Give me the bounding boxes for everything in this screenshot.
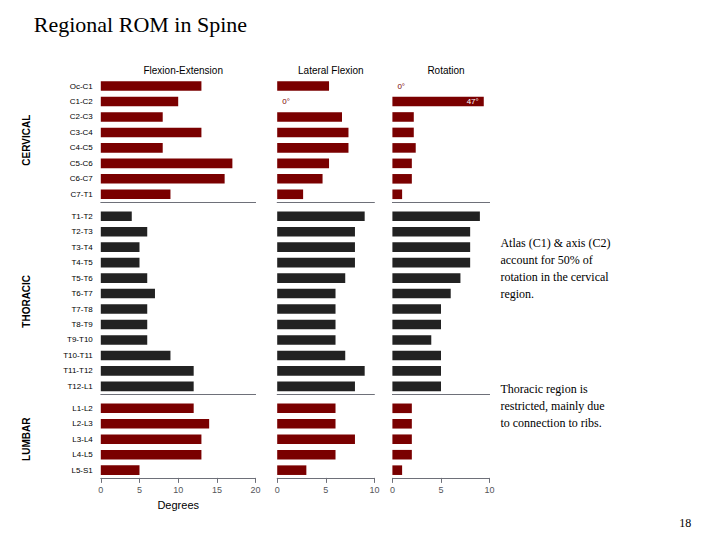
svg-text:0°: 0° bbox=[282, 97, 290, 106]
svg-text:rotation in the cervical: rotation in the cervical bbox=[500, 270, 609, 284]
svg-text:T11-T12: T11-T12 bbox=[63, 366, 93, 375]
svg-text:L1-L2: L1-L2 bbox=[72, 404, 93, 413]
svg-text:L5-S1: L5-S1 bbox=[71, 466, 93, 475]
svg-text:L2-L3: L2-L3 bbox=[72, 419, 93, 428]
svg-text:Flexion-Extension: Flexion-Extension bbox=[143, 65, 222, 76]
svg-text:0: 0 bbox=[390, 485, 395, 495]
svg-text:5: 5 bbox=[137, 485, 142, 495]
svg-text:Oc-C1: Oc-C1 bbox=[70, 82, 94, 91]
svg-text:18: 18 bbox=[679, 516, 691, 530]
svg-text:THORACIC: THORACIC bbox=[21, 275, 32, 328]
svg-text:Regional ROM in Spine: Regional ROM in Spine bbox=[34, 12, 247, 37]
svg-text:T3-T4: T3-T4 bbox=[71, 243, 93, 252]
svg-text:C7-T1: C7-T1 bbox=[71, 190, 94, 199]
svg-text:47°: 47° bbox=[467, 97, 479, 106]
svg-text:T6-T7: T6-T7 bbox=[71, 289, 93, 298]
svg-text:C4-C5: C4-C5 bbox=[70, 143, 94, 152]
svg-text:CERVICAL: CERVICAL bbox=[21, 115, 32, 166]
svg-text:15: 15 bbox=[212, 485, 222, 495]
svg-text:to connection to ribs.: to connection to ribs. bbox=[500, 416, 601, 430]
svg-text:C5-C6: C5-C6 bbox=[70, 159, 94, 168]
svg-text:C2-C3: C2-C3 bbox=[70, 112, 94, 121]
svg-text:L4-L5: L4-L5 bbox=[72, 450, 93, 459]
svg-text:Degrees: Degrees bbox=[157, 499, 199, 511]
svg-text:C6-C7: C6-C7 bbox=[70, 174, 94, 183]
svg-text:T10-T11: T10-T11 bbox=[63, 351, 93, 360]
svg-text:Thoracic region is: Thoracic region is bbox=[500, 382, 588, 396]
svg-text:10: 10 bbox=[369, 485, 379, 495]
svg-text:region.: region. bbox=[500, 287, 534, 301]
svg-text:T7-T8: T7-T8 bbox=[71, 305, 93, 314]
svg-text:account for 50% of: account for 50% of bbox=[500, 253, 592, 267]
svg-text:T5-T6: T5-T6 bbox=[71, 274, 93, 283]
svg-text:Rotation: Rotation bbox=[427, 65, 464, 76]
svg-text:10: 10 bbox=[173, 485, 183, 495]
svg-text:Lateral Flexion: Lateral Flexion bbox=[298, 65, 364, 76]
svg-text:20: 20 bbox=[251, 485, 261, 495]
svg-text:10: 10 bbox=[485, 485, 495, 495]
svg-text:L3-L4: L3-L4 bbox=[72, 435, 93, 444]
svg-text:T8-T9: T8-T9 bbox=[71, 320, 93, 329]
svg-text:5: 5 bbox=[323, 485, 328, 495]
svg-text:T12-L1: T12-L1 bbox=[67, 382, 93, 391]
svg-text:C3-C4: C3-C4 bbox=[70, 128, 94, 137]
svg-text:T9-T10: T9-T10 bbox=[67, 335, 93, 344]
svg-text:C1-C2: C1-C2 bbox=[70, 97, 94, 106]
svg-text:T4-T5: T4-T5 bbox=[71, 258, 93, 267]
svg-text:restricted, mainly due: restricted, mainly due bbox=[500, 399, 604, 413]
svg-text:0: 0 bbox=[98, 485, 103, 495]
svg-text:Atlas (C1) & axis (C2): Atlas (C1) & axis (C2) bbox=[500, 236, 610, 250]
svg-text:0°: 0° bbox=[397, 82, 405, 91]
svg-text:0: 0 bbox=[275, 485, 280, 495]
svg-text:LUMBAR: LUMBAR bbox=[21, 417, 32, 461]
svg-text:T2-T3: T2-T3 bbox=[71, 227, 93, 236]
svg-text:5: 5 bbox=[438, 485, 443, 495]
svg-text:T1-T2: T1-T2 bbox=[71, 212, 93, 221]
